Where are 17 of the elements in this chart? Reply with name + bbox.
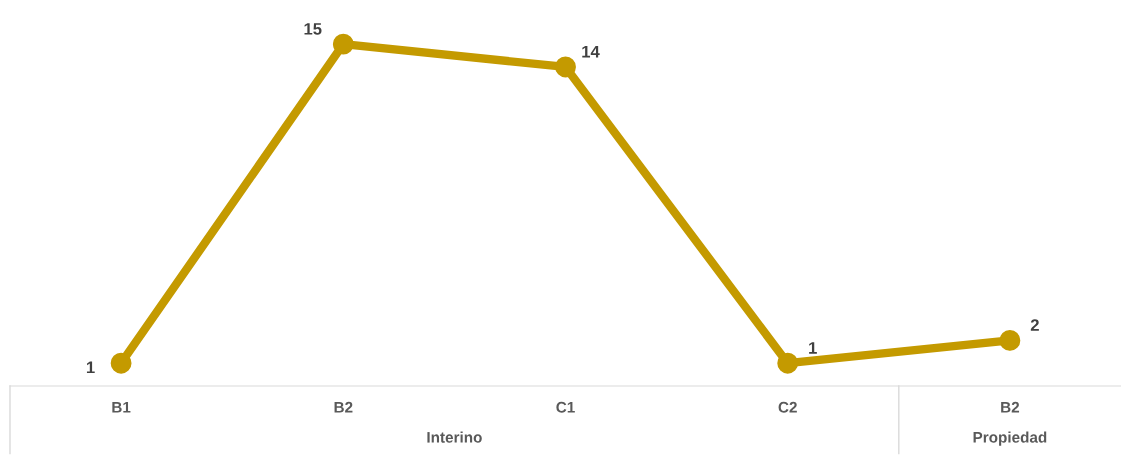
x-tick-label: C1 [556, 401, 575, 413]
point [999, 330, 1021, 351]
text: Propiedad [973, 431, 1047, 446]
point [332, 33, 354, 55]
point [555, 56, 576, 78]
x-tick-label: B1 [112, 402, 131, 413]
text: Interino [427, 431, 482, 443]
data-label: 15 [304, 23, 322, 35]
data-label: 2 [1030, 319, 1039, 331]
data-label: 1 [86, 361, 95, 374]
data-label: 14 [582, 45, 600, 58]
point [777, 352, 799, 374]
data-label: 1 [809, 342, 817, 354]
x-tick-label: B2 [1001, 401, 1020, 413]
x-tick-label: B2 [334, 401, 353, 413]
x-tick-label: C2 [778, 401, 797, 413]
point [110, 352, 132, 374]
